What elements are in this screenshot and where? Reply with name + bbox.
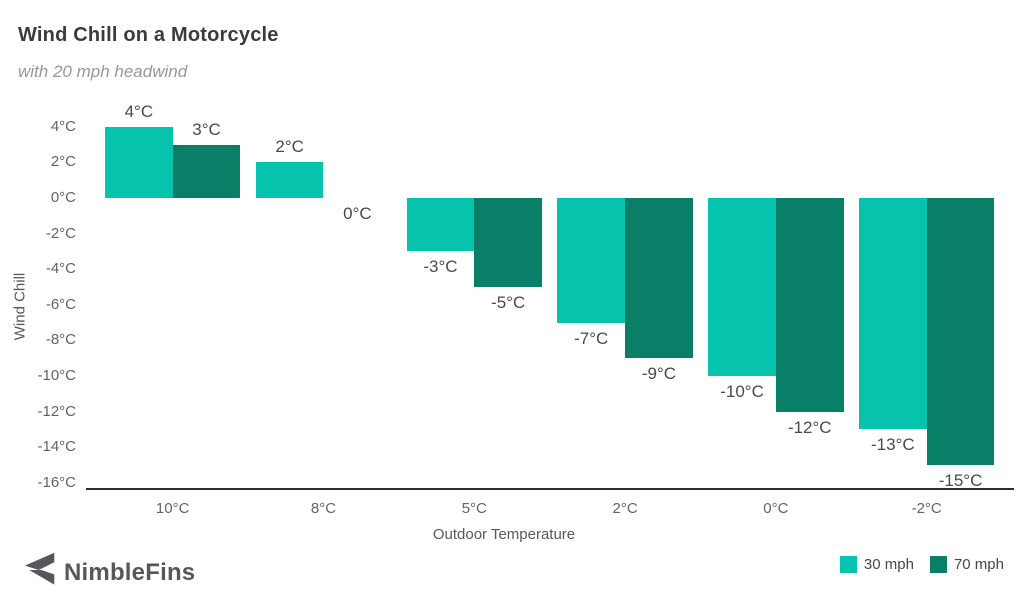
x-tick-label: 0°C bbox=[763, 500, 789, 517]
bar-value-label: 4°C bbox=[124, 101, 154, 121]
bar bbox=[474, 198, 542, 287]
y-tick-label: -2°C bbox=[45, 224, 76, 242]
legend-swatch-70mph bbox=[929, 556, 947, 573]
bar bbox=[708, 198, 776, 376]
bar-value-label: 2°C bbox=[275, 137, 304, 157]
y-tick-label: -6°C bbox=[45, 295, 76, 313]
legend-item-70mph: 70 mph bbox=[929, 556, 1004, 573]
x-tick-label: 10°C bbox=[155, 500, 190, 517]
chart-title: Wind Chill on a Motorcycle bbox=[18, 24, 279, 46]
y-tick-label: 4°C bbox=[50, 117, 76, 135]
nimblefins-logo: NimbleFins bbox=[18, 552, 195, 593]
legend-item-30mph: 30 mph bbox=[839, 556, 914, 573]
bar bbox=[255, 162, 324, 198]
bar-value-label: -12°C bbox=[787, 417, 832, 437]
bar bbox=[775, 198, 844, 412]
bar bbox=[625, 198, 693, 359]
y-tick-label: -16°C bbox=[37, 473, 76, 491]
y-tick-label: 2°C bbox=[50, 153, 76, 171]
bar bbox=[557, 198, 626, 323]
y-tick-label: 0°C bbox=[50, 189, 76, 206]
bar-value-label: -13°C bbox=[871, 435, 915, 455]
bar-value-label: -10°C bbox=[720, 382, 764, 401]
chart-legend: 30 mph 70 mph bbox=[839, 556, 1004, 573]
bar-value-label: 3°C bbox=[192, 119, 221, 139]
x-tick-label: 2°C bbox=[612, 500, 638, 517]
legend-swatch-30mph bbox=[839, 556, 857, 573]
x-tick-label: -2°C bbox=[911, 500, 942, 517]
bar bbox=[406, 198, 475, 252]
y-tick-label: -4°C bbox=[45, 260, 76, 278]
y-tick-label: -8°C bbox=[45, 331, 76, 349]
bar-value-label: -15°C bbox=[938, 471, 983, 490]
bar-value-label: -3°C bbox=[423, 257, 458, 277]
logo-text: NimbleFins bbox=[64, 558, 196, 586]
legend-label-70mph: 70 mph bbox=[953, 556, 1004, 573]
bar bbox=[926, 198, 995, 465]
x-tick-label: 5°C bbox=[461, 500, 487, 517]
bar-value-label: -9°C bbox=[641, 364, 677, 384]
bar-value-label: -5°C bbox=[491, 293, 526, 312]
y-tick-label: -14°C bbox=[37, 438, 76, 456]
x-tick-label: 8°C bbox=[310, 500, 337, 517]
y-tick-label: -12°C bbox=[37, 402, 76, 420]
x-axis-title: Outdoor Temperature bbox=[432, 526, 576, 543]
y-tick-label: -10°C bbox=[37, 367, 76, 384]
x-axis-line bbox=[86, 488, 1014, 490]
bar-value-label: -7°C bbox=[574, 328, 609, 348]
fins-arrow-icon bbox=[18, 552, 56, 593]
bar bbox=[859, 198, 927, 430]
bar bbox=[105, 126, 173, 198]
bar-value-label: 0°C bbox=[343, 204, 372, 223]
chart-subtitle: with 20 mph headwind bbox=[18, 62, 188, 81]
legend-label-30mph: 30 mph bbox=[863, 556, 914, 573]
bar bbox=[172, 144, 241, 198]
